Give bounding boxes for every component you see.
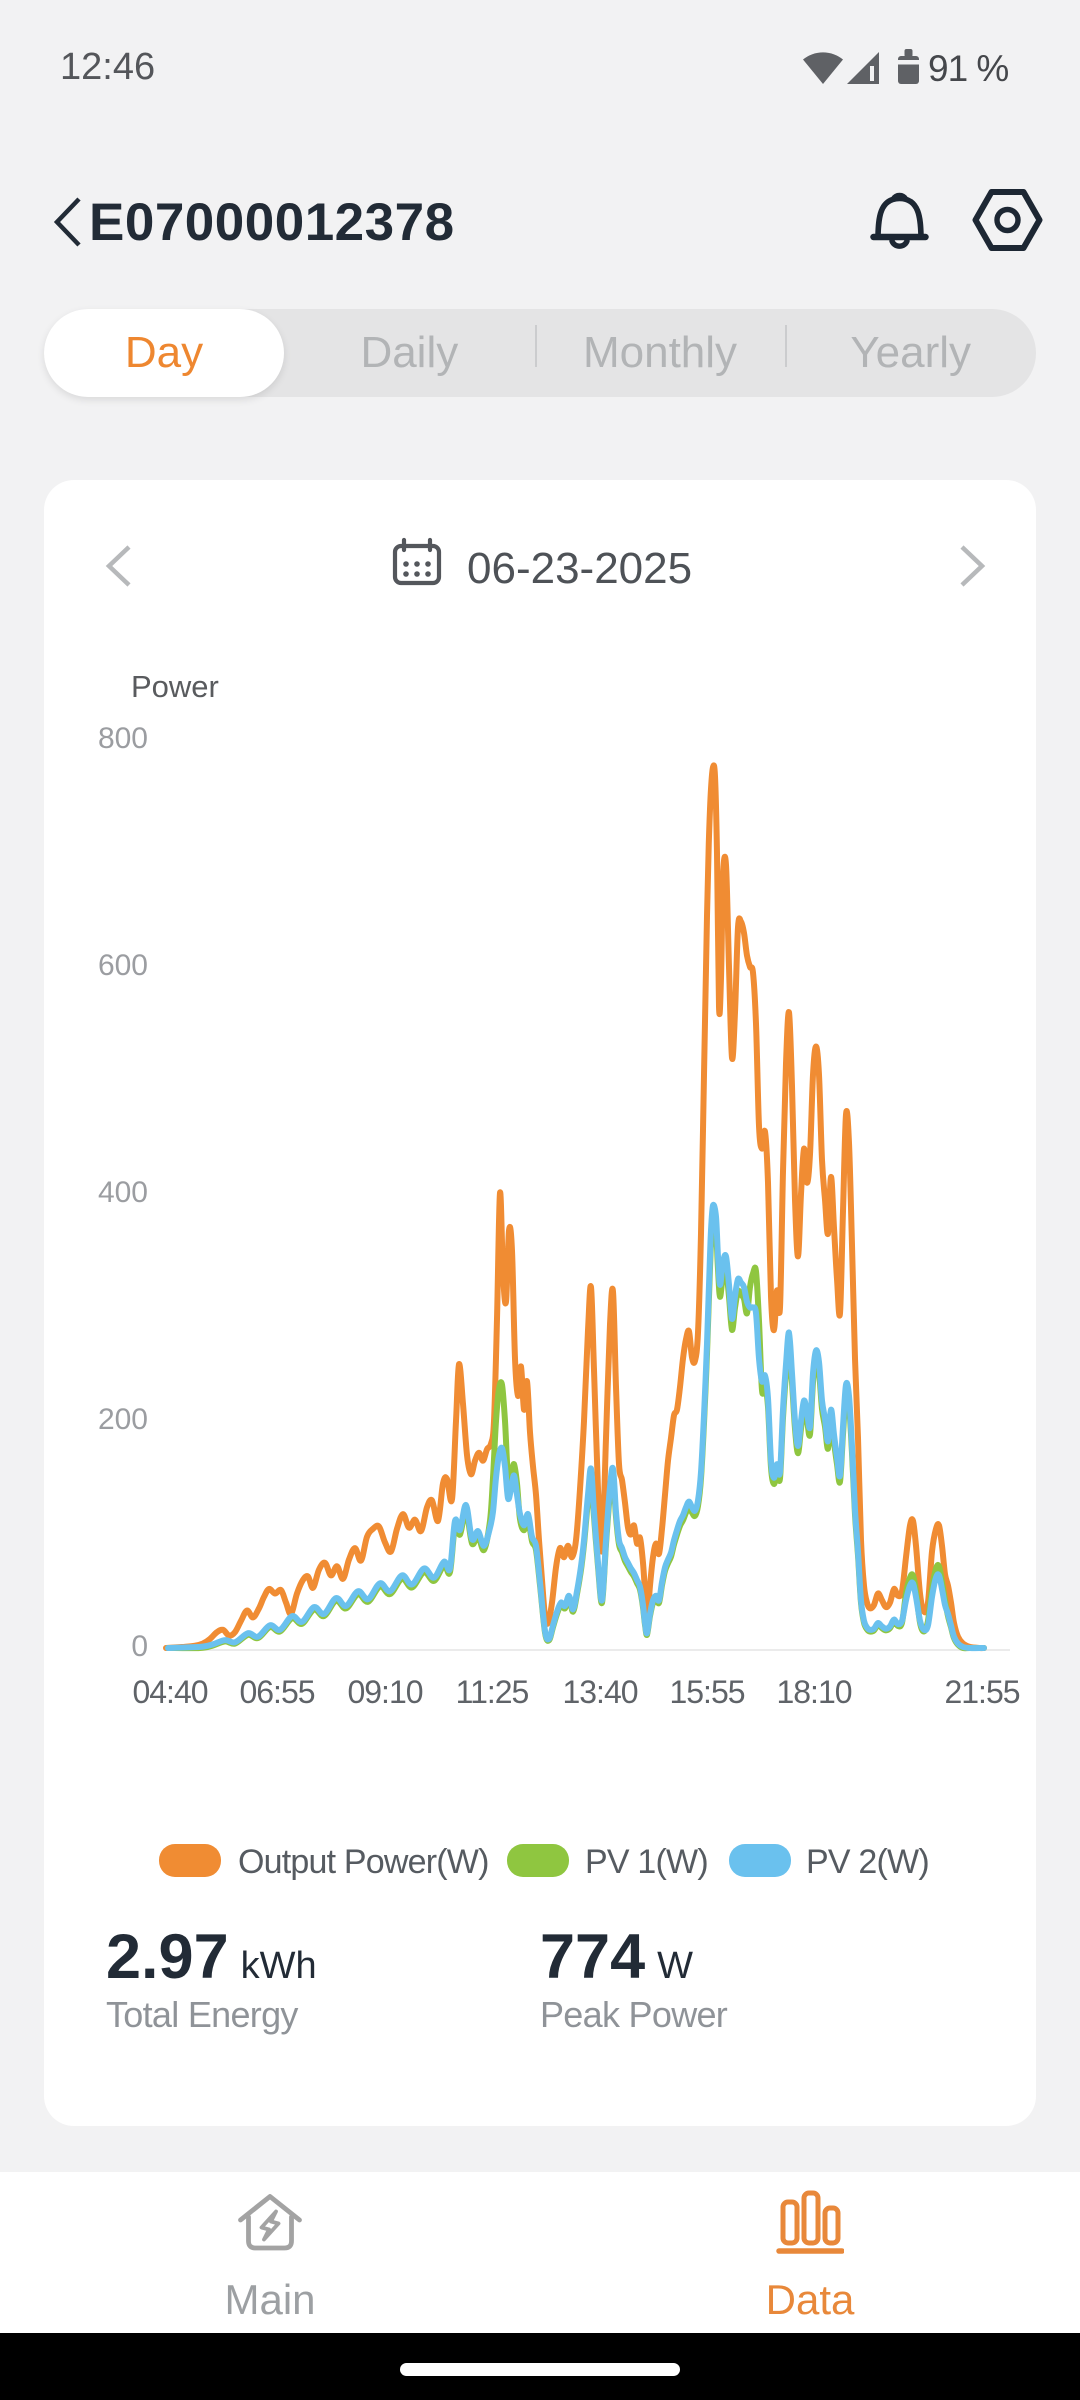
svg-text:18:10: 18:10 [776, 1674, 851, 1710]
svg-text:21:55: 21:55 [944, 1674, 1019, 1710]
svg-text:800: 800 [98, 722, 148, 755]
svg-text:400: 400 [98, 1176, 148, 1209]
svg-text:200: 200 [98, 1403, 148, 1436]
svg-text:11:25: 11:25 [456, 1674, 529, 1710]
svg-text:600: 600 [98, 949, 148, 982]
svg-text:09:10: 09:10 [347, 1674, 422, 1710]
svg-text:0: 0 [131, 1630, 148, 1663]
svg-text:04:40: 04:40 [132, 1674, 207, 1710]
svg-text:Power: Power [131, 669, 219, 704]
svg-text:06:55: 06:55 [239, 1674, 314, 1710]
svg-text:13:40: 13:40 [562, 1674, 637, 1710]
svg-text:15:55: 15:55 [669, 1674, 744, 1710]
svg-text:91 %: 91 % [928, 48, 1008, 89]
